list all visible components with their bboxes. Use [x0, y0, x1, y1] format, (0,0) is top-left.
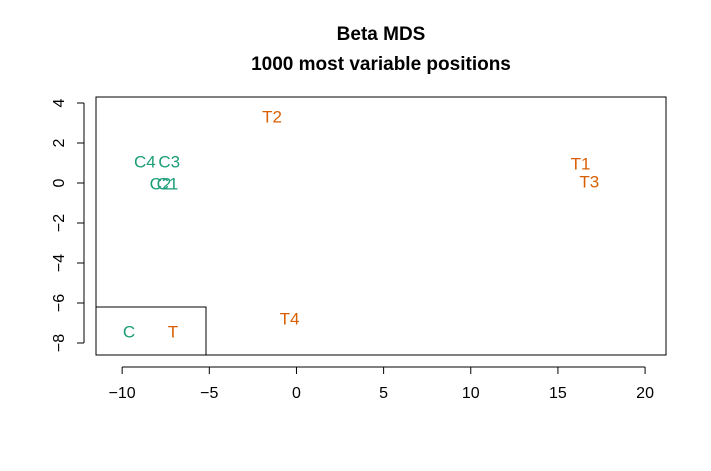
- y-tick-label: −6: [51, 294, 68, 312]
- plot-area-frame: [95, 96, 667, 356]
- point-label-t3: T3: [579, 173, 599, 192]
- y-tick-label: 0: [51, 178, 68, 187]
- y-tick-label: −8: [51, 334, 68, 352]
- legend-box: [95, 306, 207, 356]
- y-axis: −8 −6 −4 −2 0 2 4: [51, 98, 85, 352]
- point-label-t2: T2: [262, 108, 282, 127]
- point-label-c2: C2: [150, 175, 172, 194]
- point-label-c1: C1: [157, 175, 179, 194]
- legend-entry-t: T: [168, 323, 178, 342]
- x-tick-label: 0: [292, 385, 301, 402]
- point-label-c4: C4: [134, 153, 156, 172]
- x-tick-label: −10: [109, 385, 136, 402]
- y-tick-label: 4: [51, 98, 68, 107]
- y-tick-label: 2: [51, 138, 68, 147]
- x-tick-label: 5: [379, 385, 388, 402]
- x-axis: −10 −5 0 5 10 15 20: [109, 366, 654, 402]
- chart-subtitle: 1000 most variable positions: [251, 54, 511, 75]
- y-tick-label: −4: [51, 254, 68, 272]
- x-tick-label: −5: [200, 385, 218, 402]
- x-tick-label: 20: [636, 385, 654, 402]
- point-label-c3: C3: [158, 153, 180, 172]
- point-label-t4: T4: [280, 310, 300, 329]
- y-tick-label: −2: [51, 214, 68, 232]
- chart-title: Beta MDS: [337, 24, 426, 45]
- x-tick-label: 10: [462, 385, 480, 402]
- x-tick-label: 15: [549, 385, 567, 402]
- legend-entry-c: C: [123, 323, 135, 342]
- point-label-t1: T1: [571, 155, 591, 174]
